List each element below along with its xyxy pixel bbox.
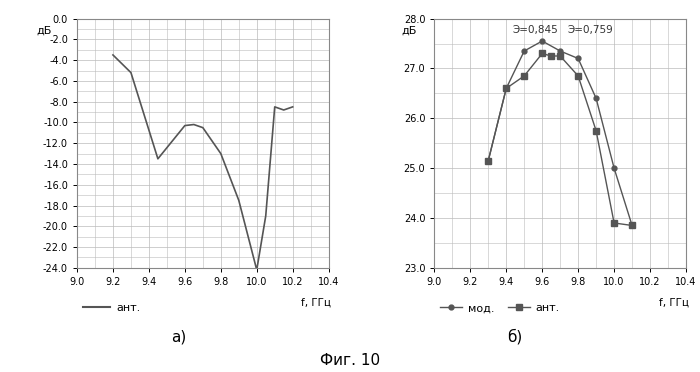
Text: дБ: дБ xyxy=(402,26,417,36)
Text: Э=0,845: Э=0,845 xyxy=(512,25,558,35)
Text: дБ: дБ xyxy=(36,26,52,36)
Text: б): б) xyxy=(507,328,522,344)
Legend: ант.: ант. xyxy=(83,303,140,313)
Text: f, ГГц: f, ГГц xyxy=(301,298,331,308)
Text: Фиг. 10: Фиг. 10 xyxy=(320,353,380,368)
Legend: мод., ант.: мод., ант. xyxy=(440,303,559,313)
Text: а): а) xyxy=(171,329,186,344)
Text: Э=0,759: Э=0,759 xyxy=(568,25,614,35)
Text: f, ГГц: f, ГГц xyxy=(659,298,689,308)
